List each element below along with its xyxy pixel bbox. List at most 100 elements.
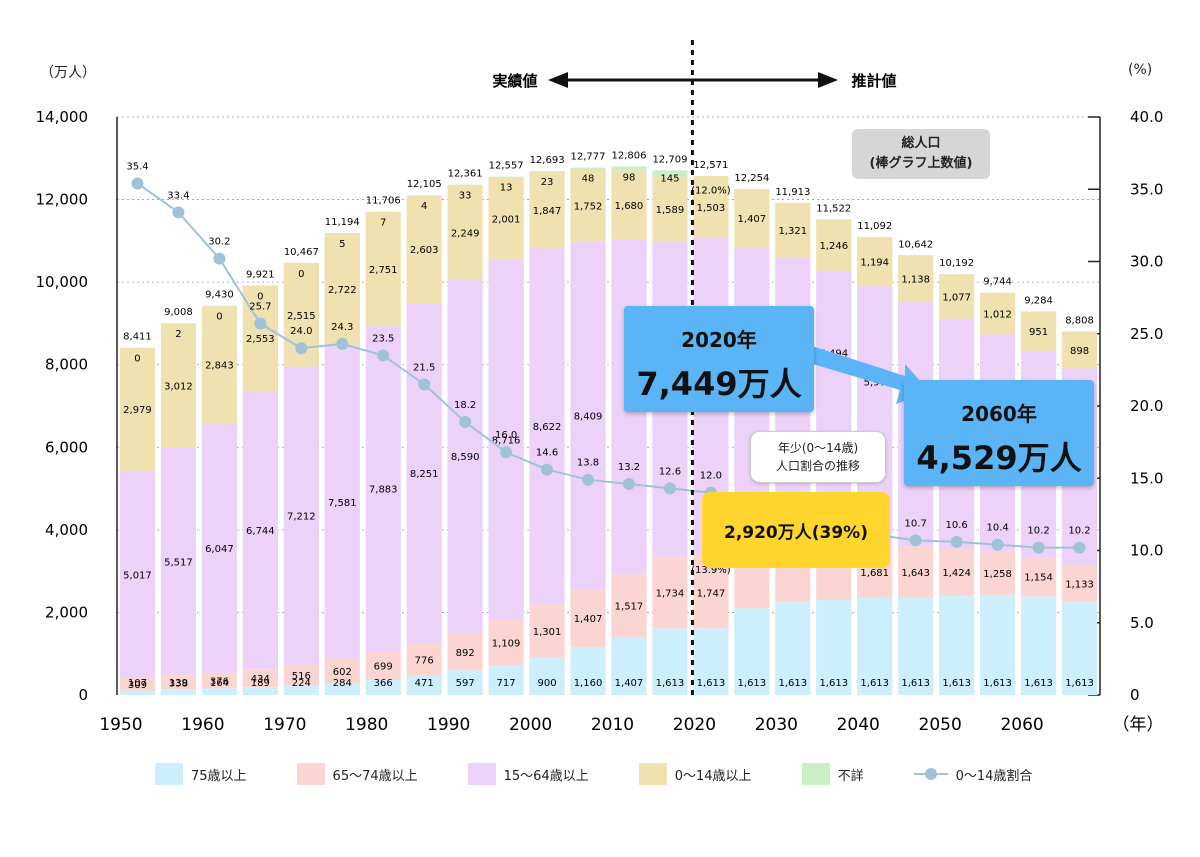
bar-segment-65-74 — [1061, 565, 1098, 602]
ratio-point — [1032, 541, 1045, 554]
bar-segment-75 — [1020, 596, 1057, 695]
legend-label: 不詳 — [837, 768, 864, 784]
x-tick: 2060 — [1000, 715, 1043, 735]
ratio-label: 16.0 — [495, 430, 517, 441]
total-label: 12,777 — [571, 151, 606, 162]
bar-segment-0-14 — [570, 169, 606, 242]
ratio-label: 10.6 — [946, 520, 968, 531]
segment-label: 1,301 — [533, 627, 562, 638]
bar-segment-65-74 — [939, 548, 975, 596]
segment-label: 1,613 — [983, 678, 1012, 689]
ratio-point — [418, 378, 431, 391]
total-label: 9,008 — [164, 307, 193, 318]
bar-segment-0-14 — [406, 195, 442, 303]
segment-label: 8,590 — [451, 452, 480, 463]
ratio-note: 年少(0〜14歳) 人口割合の推移 — [750, 431, 886, 483]
x-tick: 1960 — [181, 715, 224, 735]
segment-label: 1,012 — [983, 310, 1012, 321]
segment-label: 5,517 — [164, 557, 193, 568]
ratio-label: 12.0 — [700, 471, 722, 482]
ratio-point — [459, 415, 472, 428]
legend-item: 不詳 — [801, 763, 864, 785]
segment-label: 5,017 — [123, 570, 152, 581]
legend: 75歳以上 65〜74歳以上 15〜64歳以上 0〜14歳以上 不詳 0〜14歳割合 — [155, 763, 1082, 785]
bar-segment-0-14 — [693, 175, 729, 239]
bar-segment-75 — [775, 602, 811, 695]
y-right-tick: 40.0 — [1130, 108, 1163, 126]
callout-2060: 2060年 4,529万人 — [904, 380, 1094, 486]
segment-label: 7 — [380, 218, 386, 229]
segment-label: 1,613 — [942, 678, 971, 689]
bar-segment-unknown — [447, 184, 483, 187]
segment-label: 1,424 — [942, 568, 971, 579]
segment-label: 284 — [333, 678, 352, 689]
bar-segment-75 — [529, 657, 565, 695]
y-right-tick: 0 — [1130, 686, 1140, 704]
x-tick: 1980 — [345, 715, 388, 735]
segment-label: 139 — [169, 678, 188, 689]
bar-segment-75 — [898, 597, 934, 695]
ratio-point — [254, 317, 267, 330]
ratio-label: 23.5 — [372, 333, 394, 344]
bar-segment-65-74 — [447, 633, 483, 671]
total-label: 12,806 — [611, 150, 646, 161]
total-label: 11,706 — [366, 196, 401, 207]
bar-segment-75 — [1061, 601, 1098, 695]
total-note: 総人口 (棒グラフ上数値) — [852, 129, 990, 179]
bar-segment-75 — [857, 597, 893, 695]
segment-label: 1,133 — [1065, 580, 1094, 591]
segment-label: 189 — [251, 678, 270, 689]
ratio-point — [622, 478, 635, 491]
bar-segment-0-14 — [488, 177, 524, 260]
segment-label: 1,847 — [533, 206, 562, 217]
ratio-line — [136, 182, 1080, 549]
segment-label: 1,258 — [983, 569, 1012, 580]
ratio-point — [909, 534, 922, 547]
legend-label: 65〜74歳以上 — [332, 768, 418, 784]
callout-2020-pop: 7,449万人 — [636, 365, 802, 403]
legend-swatch — [467, 763, 496, 785]
segment-label: 6,744 — [246, 526, 275, 537]
x-tick: 1990 — [427, 715, 470, 735]
x-tick: 2010 — [591, 715, 634, 735]
bar-segment-0-14 — [979, 292, 1016, 335]
bar-segment-15-64 — [488, 259, 524, 620]
bar-segment-65-74 — [406, 643, 442, 676]
bar-segment-65-74 — [283, 664, 319, 686]
y-left-tick: 8,000 — [45, 356, 88, 374]
segment-label: 8,251 — [410, 469, 439, 480]
segment-label: 2,979 — [123, 405, 152, 416]
segment-label: 1,503 — [697, 203, 726, 214]
bar-segment-15-64 — [529, 248, 565, 605]
segment-label: 900 — [538, 678, 557, 689]
total-label: 12,709 — [652, 154, 687, 165]
x-tick: 2040 — [837, 715, 880, 735]
x-axis-unit: （年） — [1113, 715, 1164, 735]
segment-label: 1,077 — [942, 292, 971, 303]
bar-segment-75 — [447, 670, 483, 695]
bar-segment-0-14 — [119, 347, 156, 471]
segment-label: 13 — [500, 183, 513, 194]
segment-label: 23 — [541, 177, 554, 188]
segment-label: 892 — [456, 648, 475, 659]
segment-label: 164 — [210, 678, 229, 689]
legend-line-swatch — [913, 768, 948, 780]
x-tick: 2050 — [919, 715, 962, 735]
ratio-point — [336, 337, 349, 350]
segment-label-2040: 5,97 — [864, 377, 886, 388]
segment-label: 2,001 — [492, 214, 521, 225]
segment-label: 1,321 — [778, 226, 807, 237]
x-tick: 2000 — [509, 715, 552, 735]
ratio-label: 10.4 — [986, 523, 1008, 534]
bar-segment-15-64 — [201, 423, 238, 673]
segment-label: 0 — [216, 312, 222, 323]
total-label: 10,467 — [284, 247, 319, 258]
bar-segment-0-14 — [160, 323, 197, 448]
legend-item: 0〜14歳割合 — [913, 763, 1032, 785]
segment-label: 0 — [134, 354, 140, 365]
segment-label: 2,751 — [369, 265, 398, 276]
segment-label: 33 — [459, 191, 472, 202]
segment-label: 1,613 — [656, 678, 685, 689]
segment-label: 224 — [292, 678, 311, 689]
